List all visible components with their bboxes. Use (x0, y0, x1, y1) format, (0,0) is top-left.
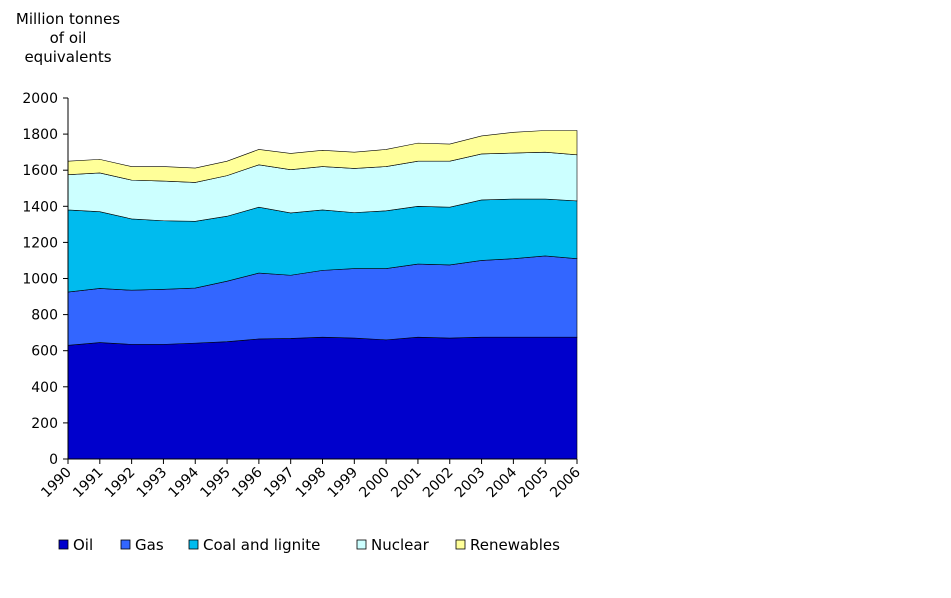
legend-label: Nuclear (371, 536, 430, 554)
x-tick-label: 2004 (484, 464, 521, 501)
y-tick-label: 1200 (22, 235, 58, 251)
legend-swatch (58, 539, 69, 550)
x-tick-label: 1993 (134, 465, 171, 502)
y-tick-label: 200 (31, 416, 58, 432)
x-tick-label: 2003 (452, 465, 489, 502)
y-axis-title-line: of oil (50, 29, 87, 47)
y-tick-label: 1600 (22, 163, 58, 179)
x-tick-label: 1991 (70, 465, 107, 502)
legend-swatch (356, 539, 367, 550)
y-axis-ticks: 0 200 400 600 800 1000 1200 1400 1600 1800 2000 (22, 91, 68, 468)
area-oil (67, 336, 578, 460)
legend-item-coal-and-lignite: Coal and lignite (188, 536, 320, 554)
legend-label: Gas (135, 536, 164, 554)
y-tick-label: 400 (31, 380, 58, 396)
legend-label: Oil (73, 536, 93, 554)
legend-swatch (120, 539, 131, 550)
x-tick-label: 2000 (356, 465, 393, 502)
x-tick-label: 1997 (261, 465, 298, 502)
x-tick-label: 1990 (38, 465, 75, 502)
y-axis-title-line: Million tonnes (16, 10, 120, 28)
y-tick-label: 1000 (22, 272, 58, 288)
x-tick-label: 1998 (293, 465, 330, 502)
legend-item-gas: Gas (120, 536, 164, 554)
legend-item-renewables: Renewables (455, 536, 560, 554)
y-tick-label: 800 (31, 308, 58, 324)
y-tick-label: 2000 (22, 91, 58, 107)
x-axis-ticks: 1990199119921993199419951996199719981999… (38, 459, 584, 501)
y-tick-label: 600 (31, 344, 58, 360)
x-tick-label: 1994 (166, 464, 203, 501)
y-tick-label: 1400 (22, 199, 58, 215)
x-tick-label: 2001 (388, 465, 425, 502)
chart-legend: Oil Gas Coal and lignite Nuclear Renewables (58, 536, 560, 554)
y-tick-label: 0 (49, 452, 58, 468)
x-tick-label: 2006 (547, 464, 584, 501)
x-tick-label: 1999 (325, 465, 362, 502)
x-tick-label: 2002 (420, 465, 457, 502)
legend-swatch (188, 539, 199, 550)
x-tick-label: 1996 (229, 464, 266, 501)
legend-label: Renewables (470, 536, 560, 554)
x-tick-label: 2005 (516, 465, 553, 502)
legend-label: Coal and lignite (203, 536, 320, 554)
chart-areas (67, 130, 578, 460)
x-tick-label: 1995 (197, 465, 234, 502)
area-renewables (67, 130, 578, 183)
legend-item-oil: Oil (58, 536, 93, 554)
x-tick-label: 1992 (102, 465, 139, 502)
legend-swatch (455, 539, 466, 550)
y-tick-label: 1800 (22, 127, 58, 143)
y-axis-title-line: equivalents (24, 48, 111, 66)
legend-item-nuclear: Nuclear (356, 536, 430, 554)
